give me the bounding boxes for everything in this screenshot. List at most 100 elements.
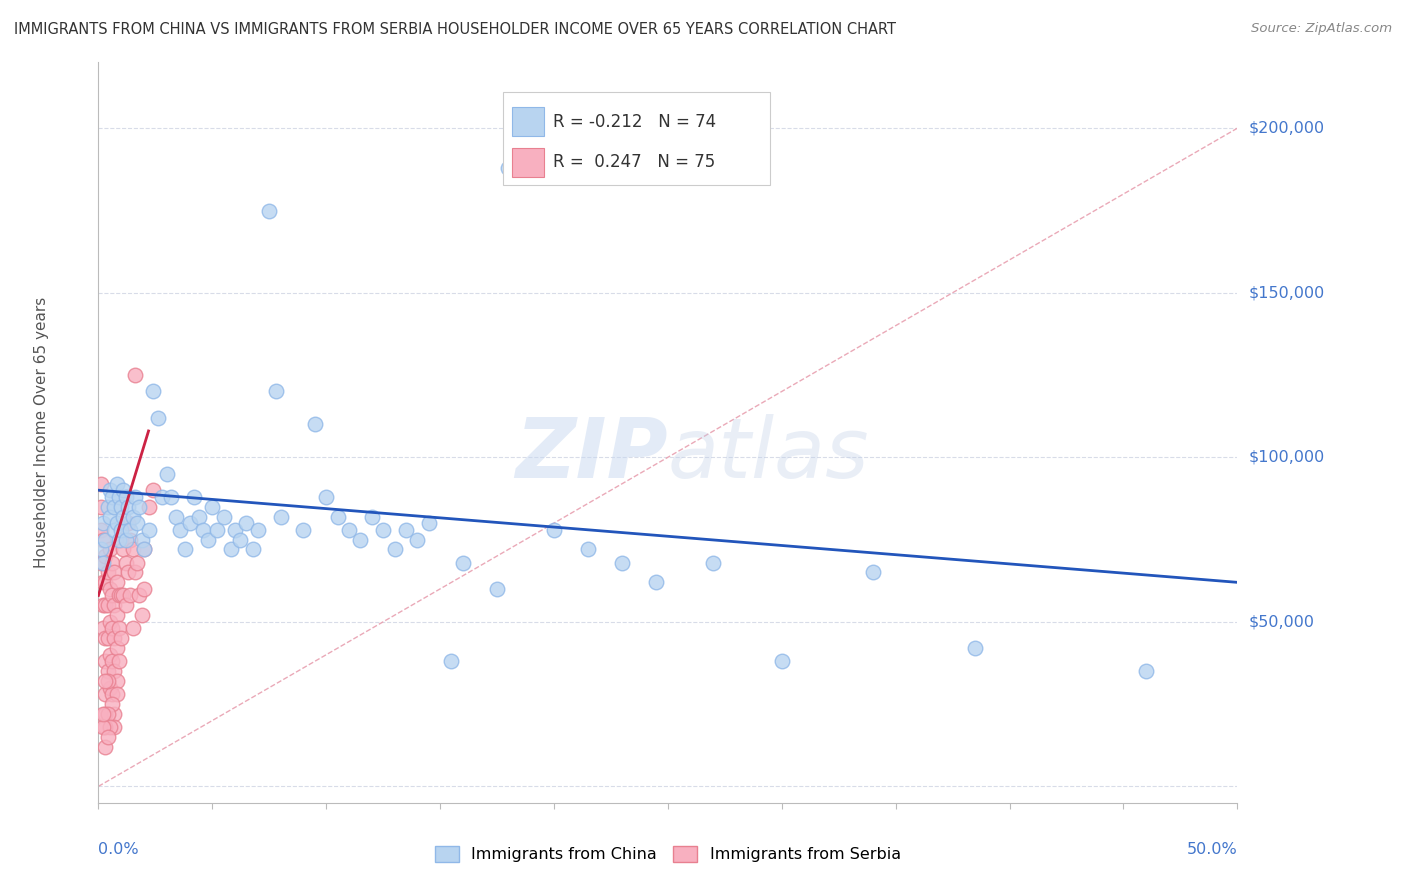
Point [112, 509, 135, 524]
Point [112, 542, 135, 557]
Point [103, 706, 125, 721]
Point [131, 608, 153, 623]
Point [862, 566, 884, 580]
Point [165, 509, 187, 524]
Point [131, 533, 153, 547]
Point [90, 556, 112, 570]
Text: ZIP: ZIP [515, 414, 668, 495]
Point [612, 556, 634, 570]
Point [98, 509, 121, 524]
Point [132, 542, 155, 557]
Point [110, 632, 132, 646]
Point [179, 516, 201, 530]
Point [132, 542, 155, 557]
Point [117, 500, 139, 514]
Point [543, 523, 565, 537]
Point [205, 523, 228, 537]
Point [94, 706, 117, 721]
Point [228, 533, 250, 547]
Point [91, 720, 114, 734]
Point [326, 509, 349, 524]
Text: Householder Income Over 65 years: Householder Income Over 65 years [34, 297, 49, 568]
Point [96, 500, 118, 514]
Point [124, 368, 146, 382]
Point [103, 500, 125, 514]
Point [242, 542, 264, 557]
Point [224, 523, 246, 537]
FancyBboxPatch shape [512, 107, 544, 136]
Point [110, 500, 132, 514]
Text: $50,000: $50,000 [1249, 615, 1315, 630]
Point [965, 641, 987, 656]
Point [160, 490, 183, 504]
Point [108, 621, 131, 635]
Point [108, 490, 131, 504]
Point [103, 523, 125, 537]
Point [114, 599, 136, 613]
Point [315, 490, 337, 504]
Point [103, 720, 125, 734]
Point [105, 516, 128, 530]
FancyBboxPatch shape [512, 147, 544, 178]
Point [156, 467, 179, 481]
Point [90, 523, 112, 537]
Point [337, 523, 360, 537]
Point [98, 720, 121, 734]
Point [94, 687, 117, 701]
Point [187, 509, 209, 524]
Point [114, 533, 136, 547]
Point [94, 599, 117, 613]
Point [101, 621, 124, 635]
Point [384, 542, 406, 557]
Text: atlas: atlas [668, 414, 869, 495]
Point [105, 476, 128, 491]
Point [96, 674, 118, 689]
Point [94, 720, 117, 734]
Point [121, 509, 143, 524]
Point [371, 523, 394, 537]
Point [98, 483, 121, 498]
Legend: Immigrants from China, Immigrants from Serbia: Immigrants from China, Immigrants from S… [429, 839, 907, 869]
Point [98, 582, 121, 596]
Point [406, 533, 429, 547]
Point [103, 632, 125, 646]
Point [121, 542, 143, 557]
Point [105, 674, 128, 689]
Point [486, 582, 509, 596]
Point [96, 730, 118, 744]
Point [91, 575, 114, 590]
Point [117, 516, 139, 530]
Point [264, 384, 287, 399]
Point [201, 500, 224, 514]
Point [94, 654, 117, 668]
Point [91, 621, 114, 635]
Text: Source: ZipAtlas.com: Source: ZipAtlas.com [1251, 22, 1392, 36]
Point [112, 589, 135, 603]
Point [91, 533, 114, 547]
Point [702, 556, 724, 570]
Point [360, 509, 382, 524]
Point [150, 490, 173, 504]
Point [292, 523, 315, 537]
Point [103, 566, 125, 580]
Point [304, 417, 326, 432]
Point [169, 523, 191, 537]
Point [108, 654, 131, 668]
Point [193, 523, 215, 537]
Point [101, 687, 124, 701]
Point [105, 575, 128, 590]
Point [128, 500, 150, 514]
Point [91, 516, 114, 530]
Point [770, 654, 793, 668]
Point [183, 490, 205, 504]
Point [395, 523, 418, 537]
Point [103, 599, 125, 613]
Point [212, 509, 235, 524]
Point [96, 599, 118, 613]
Point [90, 500, 112, 514]
Point [146, 410, 169, 425]
Point [124, 566, 146, 580]
Point [101, 589, 124, 603]
Point [114, 556, 136, 570]
Point [103, 664, 125, 678]
